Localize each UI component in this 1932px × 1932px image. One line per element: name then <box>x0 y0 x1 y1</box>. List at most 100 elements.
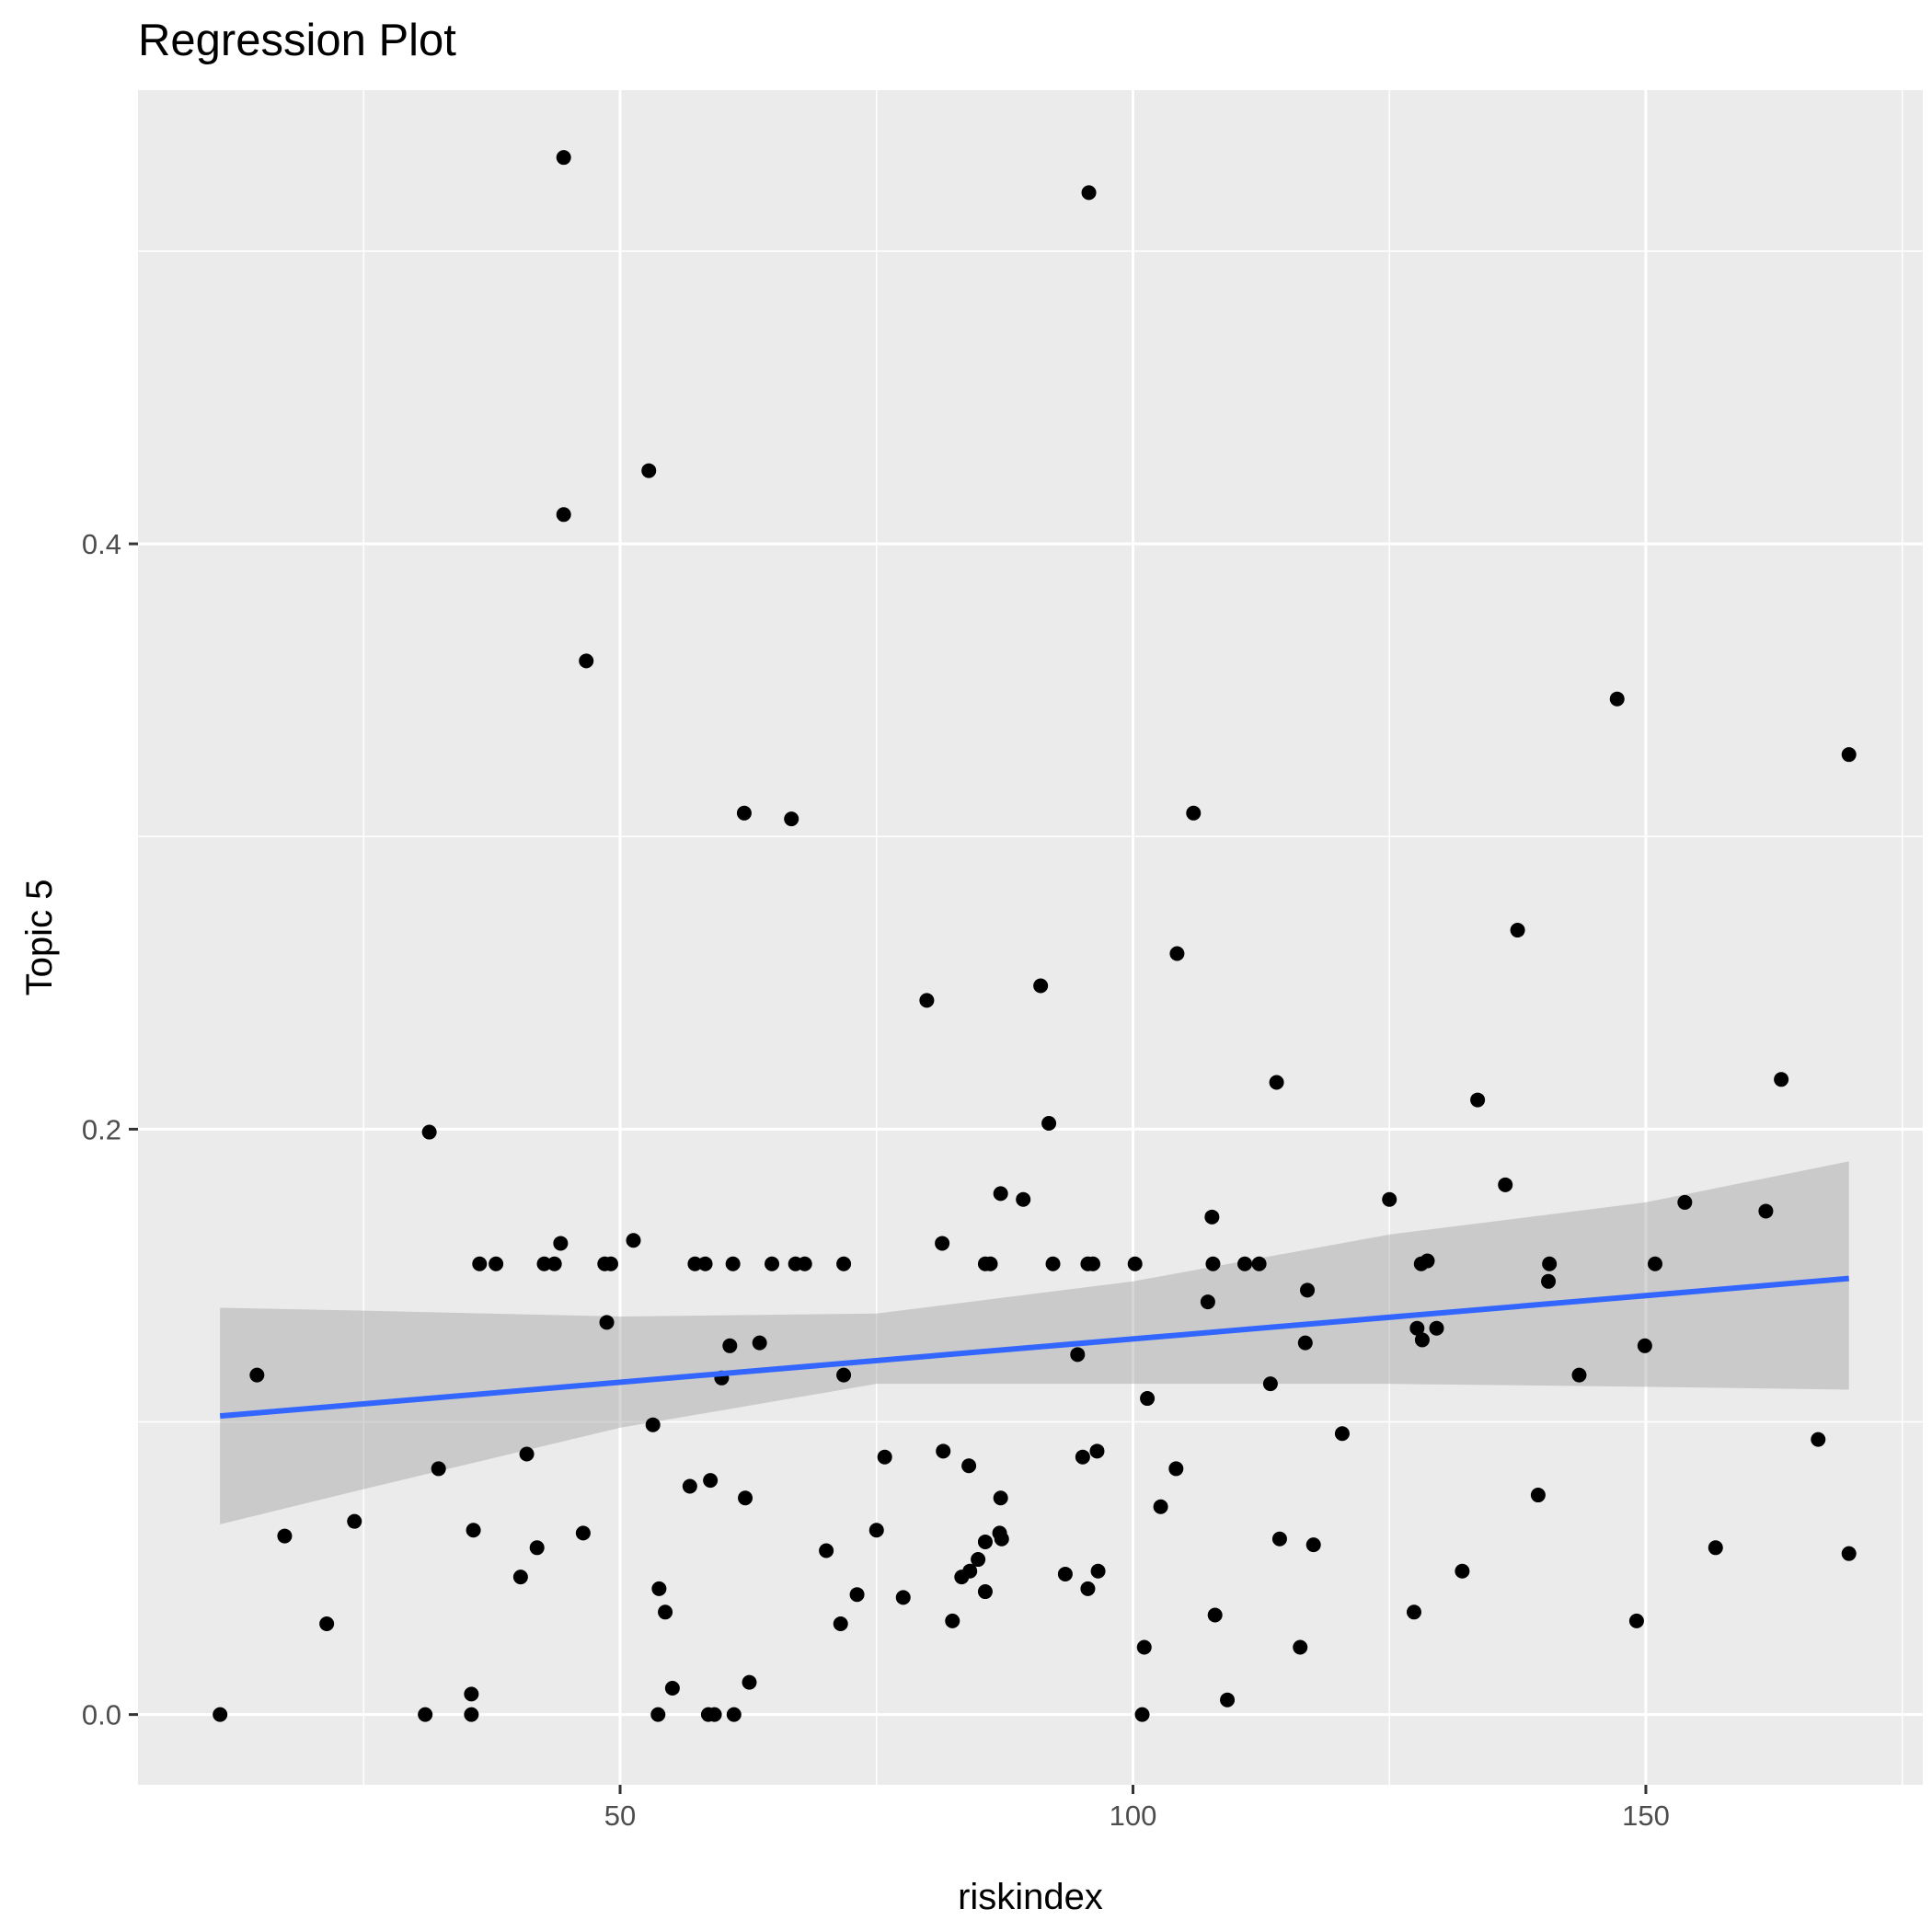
data-point <box>1382 1191 1397 1207</box>
data-point <box>833 1616 848 1632</box>
data-point <box>512 1570 528 1585</box>
data-point <box>553 1236 569 1251</box>
data-point <box>1628 1613 1644 1628</box>
data-point <box>472 1256 488 1271</box>
data-point <box>765 1256 780 1271</box>
y-tick-label: 0.2 <box>82 1113 121 1145</box>
data-point <box>1571 1367 1587 1383</box>
data-point <box>1033 978 1049 994</box>
regression-line <box>219 1275 1849 1420</box>
data-point <box>579 653 594 669</box>
data-point <box>1140 1391 1156 1407</box>
data-point <box>977 1584 993 1600</box>
data-point <box>1269 1075 1284 1090</box>
minor-gridlines <box>138 90 1923 1785</box>
data-point <box>849 1587 865 1603</box>
data-point <box>464 1707 479 1722</box>
data-point <box>1205 1256 1221 1271</box>
data-point <box>1200 1294 1215 1310</box>
data-point <box>599 1315 615 1330</box>
data-point <box>1293 1639 1308 1655</box>
data-point <box>895 1590 911 1605</box>
data-point <box>707 1707 722 1722</box>
data-point <box>682 1478 697 1494</box>
plot-panel <box>138 90 1923 1785</box>
data-point <box>1075 1449 1090 1465</box>
data-point <box>1414 1332 1430 1348</box>
data-point <box>603 1256 618 1271</box>
data-point <box>877 1449 892 1465</box>
data-point <box>347 1513 362 1529</box>
data-point <box>736 805 752 821</box>
y-tick-label: 0.4 <box>82 528 121 560</box>
data-point <box>1406 1604 1421 1620</box>
data-point <box>1080 1581 1096 1596</box>
data-point <box>1677 1194 1693 1210</box>
data-point <box>1811 1432 1826 1447</box>
x-tick-label: 150 <box>1622 1800 1670 1832</box>
data-point <box>725 1256 741 1271</box>
data-point <box>993 1490 1008 1506</box>
data-point <box>1153 1499 1168 1514</box>
data-point <box>1297 1335 1313 1351</box>
data-point <box>1271 1531 1287 1547</box>
data-point <box>1334 1426 1350 1442</box>
data-point <box>797 1256 812 1271</box>
data-point <box>1262 1376 1278 1392</box>
data-point <box>819 1543 834 1558</box>
data-point <box>464 1686 479 1702</box>
data-point <box>1127 1256 1143 1271</box>
data-point <box>836 1256 852 1271</box>
data-point <box>935 1236 950 1251</box>
x-axis-label: riskindex <box>958 1877 1103 1917</box>
data-point <box>687 1256 703 1271</box>
data-point <box>1168 1461 1184 1477</box>
data-point <box>983 1256 998 1271</box>
data-point <box>1300 1282 1316 1298</box>
y-tick-label: 0.0 <box>82 1699 121 1731</box>
data-point <box>1455 1563 1470 1579</box>
data-point <box>556 150 571 166</box>
data-point <box>641 463 657 478</box>
data-point <box>1207 1607 1223 1623</box>
data-point <box>536 1256 552 1271</box>
data-point <box>1708 1540 1723 1556</box>
data-point <box>1134 1707 1150 1722</box>
data-point <box>319 1616 335 1632</box>
data-point <box>1237 1256 1253 1271</box>
data-point <box>936 1443 951 1459</box>
data-point <box>1510 923 1525 938</box>
data-point <box>466 1523 481 1538</box>
data-points <box>213 150 1857 1722</box>
data-point <box>556 507 571 523</box>
data-point <box>742 1674 757 1690</box>
data-point <box>664 1681 680 1696</box>
data-point <box>962 1563 978 1579</box>
data-point <box>836 1367 852 1383</box>
chart-title: Regression Plot <box>138 16 456 65</box>
data-point <box>1204 1209 1220 1225</box>
data-point <box>529 1540 545 1556</box>
data-point <box>703 1473 719 1489</box>
data-point <box>919 993 935 1008</box>
confidence-band <box>220 1161 1849 1524</box>
y-axis: 0.0 0.2 0.4 <box>82 528 138 1731</box>
data-point <box>994 1531 1009 1547</box>
data-point <box>1541 1273 1557 1289</box>
data-point <box>1251 1256 1267 1271</box>
data-point <box>658 1604 673 1620</box>
data-point <box>421 1124 437 1140</box>
data-point <box>651 1581 667 1596</box>
data-point <box>1057 1566 1073 1581</box>
data-point <box>1070 1347 1086 1363</box>
data-point <box>1090 1563 1106 1579</box>
data-point <box>650 1707 666 1722</box>
data-point <box>489 1256 504 1271</box>
data-point <box>1220 1692 1236 1708</box>
data-point <box>431 1461 446 1477</box>
data-point <box>726 1707 742 1722</box>
data-point <box>1016 1191 1031 1207</box>
data-point <box>1530 1488 1546 1503</box>
x-tick-label: 50 <box>604 1800 636 1832</box>
